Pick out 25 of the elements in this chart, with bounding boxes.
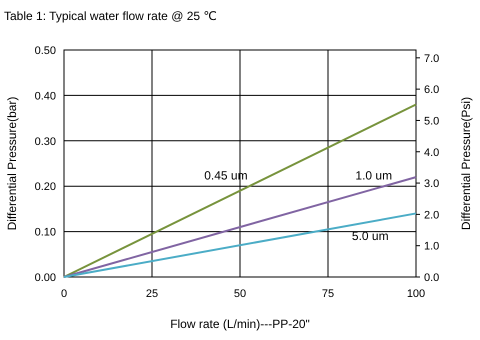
x-tick-label: 50 [234,288,246,300]
y2-tick-label: 6.0 [424,84,440,96]
x-tick-label: 75 [322,288,334,300]
chart-title: Table 1: Typical water flow rate @ 25 ℃ [4,9,217,23]
x-tick-label: 100 [406,288,426,300]
y2-tick-label: 1.0 [424,240,440,253]
y2-tick-label: 7.0 [424,52,440,65]
series-label: 1.0 um [355,168,392,182]
y2-tick-label: 2.0 [424,209,440,222]
y-tick-label: 0.30 [34,136,56,148]
y-tick-label: 0.50 [34,45,56,57]
y-tick-label: 0.40 [34,90,56,102]
y2-tick-label: 4.0 [424,146,440,159]
y2-tick-label: 3.0 [424,178,440,190]
y-tick-label: 0.00 [34,272,56,284]
y2-tick-label: 5.0 [424,115,440,128]
x-axis-title: Flow rate (L/min)---PP-20" [170,317,310,331]
y2-axis-title: Differential Pressure(Psi) [459,96,473,230]
y2-tick-label: 0.0 [424,272,440,284]
series-label: 5.0 um [352,228,389,243]
y-tick-label: 0.10 [34,226,56,239]
y-tick-label: 0.20 [34,181,56,194]
y-axis-title: Differential Pressure(bar) [5,96,19,230]
x-tick-label: 25 [146,288,158,300]
x-tick-label: 0 [60,288,68,300]
